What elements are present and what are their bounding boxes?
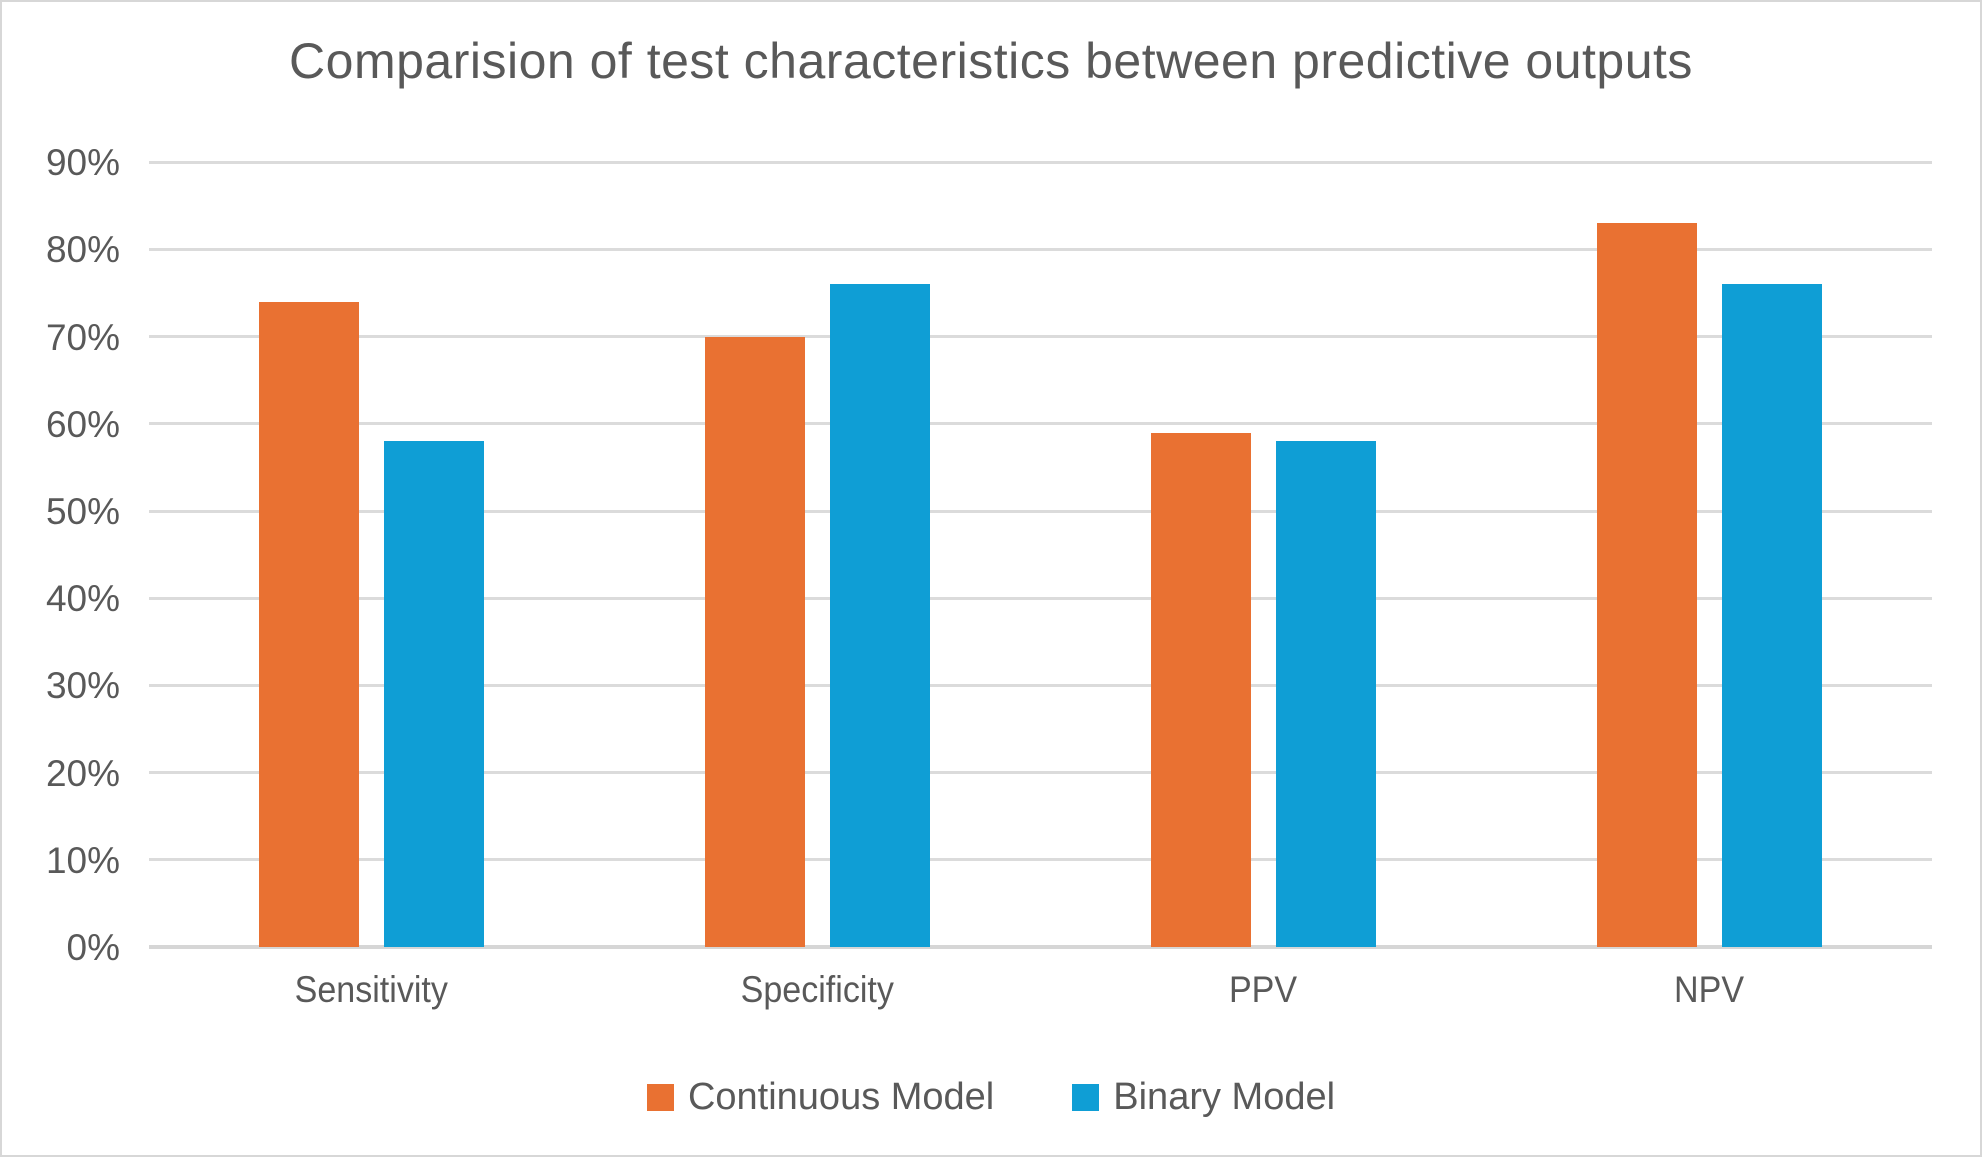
bar-binary-model-npv bbox=[1722, 284, 1822, 947]
bar-binary-model-ppv bbox=[1276, 441, 1376, 947]
bar-binary-model-specificity bbox=[830, 284, 930, 947]
gridline-20 bbox=[149, 771, 1932, 775]
y-tick-label-80: 80% bbox=[45, 229, 120, 271]
x-axis-line bbox=[149, 945, 1932, 949]
bar-continuous-model-npv bbox=[1597, 223, 1697, 947]
gridline-90 bbox=[149, 160, 1932, 164]
y-tick-label-30: 30% bbox=[45, 665, 120, 707]
legend-label: Continuous Model bbox=[687, 1076, 995, 1118]
y-tick-label-10: 10% bbox=[45, 839, 120, 881]
x-category-label-specificity: Specificity bbox=[618, 968, 1018, 1012]
gridline-10 bbox=[149, 858, 1932, 862]
y-tick-label-0: 0% bbox=[66, 927, 120, 968]
gridline-30 bbox=[149, 683, 1932, 687]
x-category-label-npv: NPV bbox=[1510, 968, 1910, 1012]
gridline-70 bbox=[149, 335, 1932, 339]
legend: Continuous Model Binary Model bbox=[2, 1074, 1980, 1120]
legend-swatch-icon bbox=[646, 1083, 674, 1111]
x-category-label-ppv: PPV bbox=[1064, 968, 1464, 1012]
gridline-40 bbox=[149, 596, 1932, 600]
chart-title: Comparision of test characteristics betw… bbox=[289, 33, 1693, 89]
bar-binary-model-sensitivity bbox=[384, 441, 484, 947]
y-tick-label-60: 60% bbox=[45, 403, 120, 445]
gridline-50 bbox=[149, 509, 1932, 513]
x-category-label-sensitivity: Sensitivity bbox=[172, 968, 572, 1012]
x-category-label-text: Specificity bbox=[740, 969, 895, 1010]
x-category-label-text: Sensitivity bbox=[294, 969, 449, 1010]
legend-item-binary-model: Binary Model bbox=[1072, 1074, 1335, 1120]
bar-continuous-model-specificity bbox=[705, 336, 805, 947]
gridline-60 bbox=[149, 422, 1932, 426]
x-category-label-text: NPV bbox=[1674, 969, 1745, 1010]
y-tick-label-40: 40% bbox=[45, 578, 120, 620]
legend-item-continuous-model: Continuous Model bbox=[646, 1074, 995, 1120]
bar-continuous-model-ppv bbox=[1151, 432, 1251, 947]
gridline-80 bbox=[149, 247, 1932, 251]
bar-continuous-model-sensitivity bbox=[259, 301, 359, 947]
y-tick-label-90: 90% bbox=[45, 142, 120, 184]
y-tick-label-20: 20% bbox=[45, 752, 120, 794]
y-tick-label-50: 50% bbox=[45, 491, 120, 532]
legend-label: Binary Model bbox=[1113, 1076, 1336, 1118]
x-category-label-text: PPV bbox=[1229, 969, 1298, 1010]
y-tick-label-70: 70% bbox=[45, 316, 120, 358]
legend-swatch-icon bbox=[1072, 1083, 1100, 1111]
